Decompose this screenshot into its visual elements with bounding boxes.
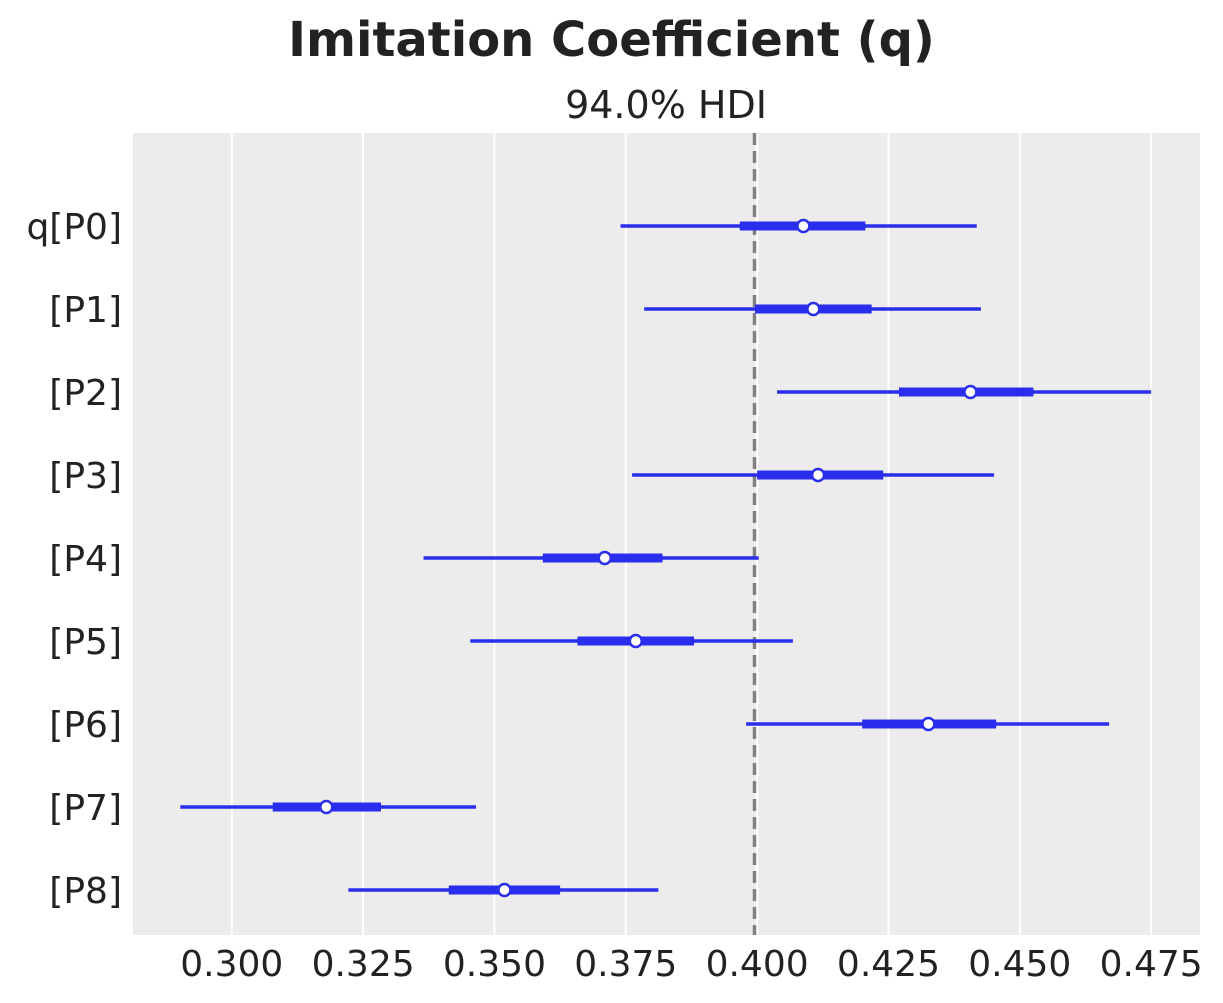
x-tick-label-3: 0.375 [574, 944, 677, 985]
mean-point-1 [806, 301, 821, 317]
mean-point-6 [921, 716, 936, 732]
mean-point-7 [319, 799, 334, 815]
y-tick-label-6: [P6] [49, 705, 122, 746]
plot-background [133, 133, 1200, 935]
x-tick-label-6: 0.450 [968, 944, 1071, 985]
x-tick-label-2: 0.350 [443, 944, 546, 985]
y-tick-label-0: q[P0] [26, 207, 122, 248]
x-tick-label-0: 0.300 [180, 944, 283, 985]
y-tick-label-1: [P1] [49, 290, 122, 331]
y-tick-label-2: [P2] [49, 373, 122, 414]
mean-point-8 [497, 882, 512, 898]
y-tick-label-5: [P5] [49, 622, 122, 663]
chart-title: Imitation Coefficient (q) [288, 12, 935, 68]
x-tick-label-1: 0.325 [312, 944, 415, 985]
mean-point-5 [628, 633, 644, 649]
x-tick-label-5: 0.425 [837, 944, 940, 985]
y-tick-label-7: [P7] [49, 788, 122, 829]
x-tick-label-4: 0.400 [706, 944, 809, 985]
mean-point-3 [810, 467, 826, 483]
y-tick-label-4: [P4] [49, 539, 122, 580]
x-tick-label-7: 0.475 [1100, 944, 1203, 985]
y-tick-label-8: [P8] [49, 871, 122, 912]
mean-point-2 [963, 384, 978, 400]
mean-point-0 [796, 218, 811, 234]
chart-subtitle: 94.0% HDI [565, 83, 767, 127]
mean-point-4 [597, 550, 613, 566]
y-tick-label-3: [P3] [49, 456, 122, 497]
